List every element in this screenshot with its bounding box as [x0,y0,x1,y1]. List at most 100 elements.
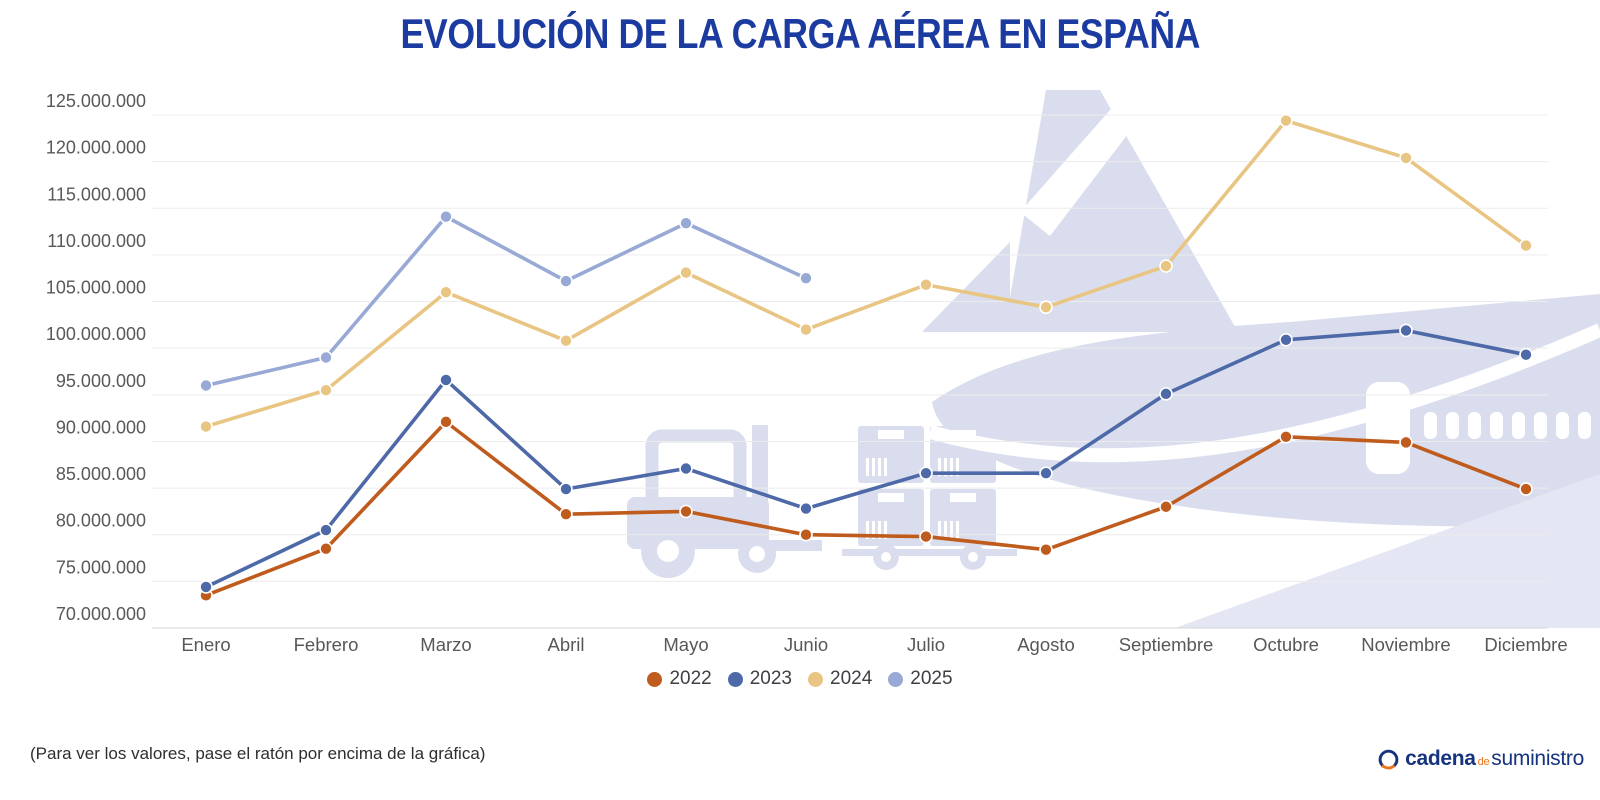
point-2024-Junio[interactable] [799,322,813,337]
x-tick-Enero: Enero [181,634,230,655]
x-tick-Mayo: Mayo [663,634,708,655]
point-2023-Febrero[interactable] [319,523,333,537]
tailfin-stripe-shape [1020,92,1160,236]
page-title: EVOLUCIÓN DE LA CARGA AÉREA EN ESPAÑA [400,10,1200,57]
legend-item-2022[interactable]: 2022 [647,668,712,690]
x-tick-Marzo: Marzo [420,634,471,655]
point-2025-Abril[interactable] [559,274,573,288]
cadena-de-suministro-logo[interactable]: cadena desuministro [1378,747,1584,771]
x-tick-Abril: Abril [547,634,584,655]
point-2022-Julio[interactable] [919,529,933,544]
y-tick-115.000.000: 115.000.000 [47,184,146,204]
point-2022-Noviembre[interactable] [1399,435,1413,450]
y-tick-100.000.000: 100.000.000 [46,324,146,344]
y-tick-105.000.000: 105.000.000 [46,278,146,298]
y-tick-70.000.000: 70.000.000 [56,604,146,624]
series-2025 [199,209,813,393]
box-details-shape [866,430,976,539]
point-2025-Marzo[interactable] [439,209,453,224]
legend-label-2024: 2024 [830,668,873,689]
y-axis-labels: 70.000.000 75.000.000 80.000.000 85.000.000… [46,91,146,624]
cadena-logo-icon [1378,749,1399,770]
point-2024-Noviembre[interactable] [1399,151,1413,165]
y-tick-75.000.000: 75.000.000 [56,557,146,577]
legend-marker-2025 [888,671,904,687]
point-2023-Agosto[interactable] [1039,466,1053,480]
x-tick-Febrero: Febrero [294,634,359,655]
point-2022-Diciembre[interactable] [1519,482,1533,496]
x-tick-Diciembre: Diciembre [1484,634,1567,655]
point-2024-Enero[interactable] [199,419,213,434]
point-2025-Mayo[interactable] [679,216,693,230]
series-2024 [199,113,1533,434]
legend-marker-2023 [727,671,743,687]
x-tick-Noviembre: Noviembre [1361,634,1450,655]
point-2022-Marzo[interactable] [439,415,453,429]
point-2024-Diciembre[interactable] [1519,238,1533,253]
y-tick-80.000.000: 80.000.000 [56,511,146,531]
point-2025-Junio[interactable] [799,271,813,286]
point-2025-Enero[interactable] [199,378,213,393]
point-2023-Marzo[interactable] [439,373,453,387]
legend-item-2025[interactable]: 2025 [888,668,953,690]
point-2023-Julio[interactable] [919,466,933,480]
fuselage-swoosh-shape [928,323,1600,463]
hover-hint-text: (Para ver los valores, pase el ratón por… [30,744,486,763]
point-2022-Octubre[interactable] [1279,429,1293,444]
point-2022-Febrero[interactable] [319,541,333,556]
y-tick-110.000.000: 110.000.000 [47,231,146,251]
point-2022-Abril[interactable] [559,507,573,522]
chart-legend: 2022 2023 2024 2025 [0,668,1600,690]
logo-text: cadena desuministro [1405,747,1584,770]
point-2023-Septiembre[interactable] [1159,387,1173,401]
point-2024-Mayo[interactable] [679,265,693,280]
wheel-hubs-shape [657,540,978,562]
point-2023-Noviembre[interactable] [1399,323,1413,338]
point-2024-Marzo[interactable] [439,285,453,300]
series-2023 [199,323,1533,594]
airplane-windows-shape [1424,412,1591,439]
x-tick-Julio: Julio [907,634,945,655]
point-2024-Septiembre[interactable] [1159,259,1173,273]
point-2022-Septiembre[interactable] [1159,499,1173,514]
y-tick-125.000.000: 125.000.000 [46,91,146,111]
airplane-fuselage-shape [932,294,1600,527]
point-2023-Abril[interactable] [559,482,573,496]
point-2023-Junio[interactable] [799,501,813,516]
gridlines [152,114,1548,629]
point-2023-Diciembre[interactable] [1519,347,1533,362]
point-2024-Julio[interactable] [919,277,933,292]
legend-item-2024[interactable]: 2024 [808,668,872,690]
point-2024-Agosto[interactable] [1039,300,1053,314]
y-tick-95.000.000: 95.000.000 [56,371,146,391]
airplane-tailfin-shape [1004,90,1238,332]
legend-label-2023: 2023 [749,668,792,689]
point-2024-Abril[interactable] [559,333,573,348]
point-2022-Mayo[interactable] [679,504,693,519]
point-2022-Junio[interactable] [799,527,813,542]
y-tick-85.000.000: 85.000.000 [56,464,146,484]
airplane-stabilizer-shape [922,242,1010,332]
legend-item-2023[interactable]: 2023 [727,668,792,690]
series-2022 [199,415,1533,603]
legend-label-2025: 2025 [910,668,953,689]
point-2024-Febrero[interactable] [319,383,333,397]
x-tick-Octubre: Octubre [1253,634,1319,655]
x-axis-labels: Enero Febrero Marzo Abril Mayo Junio Julio Agos… [181,634,1567,655]
y-tick-120.000.000: 120.000.000 [46,138,146,158]
legend-marker-2024 [808,671,823,687]
point-2024-Octubre[interactable] [1279,113,1293,128]
point-2025-Febrero[interactable] [319,350,333,365]
x-tick-Junio: Junio [784,634,828,655]
point-2023-Enero[interactable] [199,580,213,594]
point-2022-Agosto[interactable] [1039,542,1053,557]
x-tick-Septiembre: Septiembre [1119,634,1214,655]
legend-marker-2022 [647,671,663,687]
point-2023-Octubre[interactable] [1279,332,1293,347]
point-2023-Mayo[interactable] [679,461,693,476]
airplane-door-shape [1366,382,1410,474]
airplane-wing-shape [1175,474,1600,628]
